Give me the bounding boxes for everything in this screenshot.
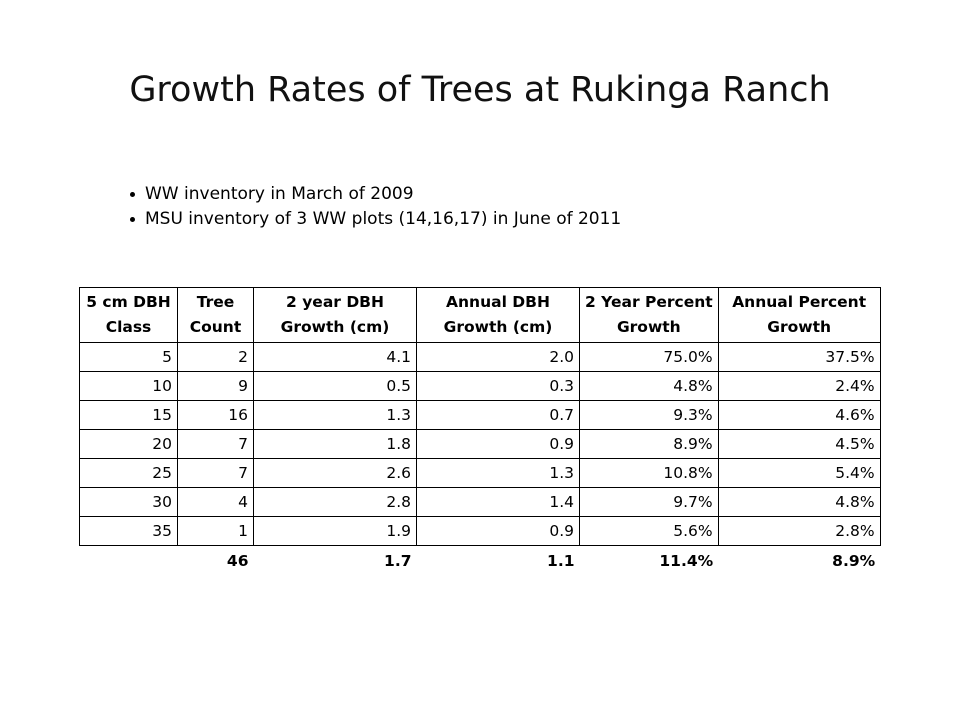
header-line: Annual Percent — [732, 293, 867, 311]
bullet-item: WW inventory in March of 2009 — [128, 182, 621, 207]
cell-2yr-dbh-growth: 4.1 — [253, 342, 417, 372]
header-line: Annual DBH — [446, 293, 550, 311]
cell-annual-percent-growth: 2.8% — [717, 516, 881, 546]
bullet-item: MSU inventory of 3 WW plots (14,16,17) i… — [128, 207, 621, 232]
table-row: 30 4 2.8 1.4 9.7% 4.8% — [79, 487, 881, 517]
cell-annual-percent-growth: 2.4% — [717, 371, 881, 401]
header-line: Class — [105, 318, 152, 336]
cell-annual-dbh-growth: 0.7 — [416, 400, 580, 430]
cell-tree-count: 7 — [177, 429, 254, 459]
cell-annual-dbh-growth: 0.9 — [416, 516, 580, 546]
total-annual-dbh-growth: 1.1 — [547, 552, 575, 570]
cell-annual-dbh-growth: 0.3 — [416, 371, 580, 401]
total-2yr-dbh-growth: 1.7 — [384, 552, 412, 570]
cell-annual-percent-growth: 5.4% — [717, 458, 881, 488]
cell-2yr-percent-growth: 4.8% — [579, 371, 719, 401]
cell-2yr-percent-growth: 9.3% — [579, 400, 719, 430]
table-row: 10 9 0.5 0.3 4.8% 2.4% — [79, 371, 881, 401]
cell-annual-dbh-growth: 1.3 — [416, 458, 580, 488]
cell-annual-dbh-growth: 2.0 — [416, 342, 580, 372]
table-header-row: 5 cm DBH Class Tree Count 2 year DBH Growth… — [79, 287, 881, 343]
cell-2yr-dbh-growth: 1.8 — [253, 429, 417, 459]
cell-2yr-percent-growth: 10.8% — [579, 458, 719, 488]
growth-rates-table: 5 cm DBH Class Tree Count 2 year DBH Growth… — [79, 287, 881, 576]
cell-dbh-class: 15 — [79, 400, 178, 430]
cell-tree-count: 7 — [177, 458, 254, 488]
total-dbh-class — [80, 546, 178, 577]
cell-dbh-class: 30 — [79, 487, 178, 517]
cell-annual-percent-growth: 4.5% — [717, 429, 881, 459]
bullet-list: WW inventory in March of 2009 MSU invent… — [128, 182, 621, 232]
header-line: Count — [189, 318, 242, 336]
total-tree-count: 46 — [226, 552, 249, 570]
header-line: 2 Year Percent — [585, 293, 713, 311]
cell-2yr-dbh-growth: 1.3 — [253, 400, 417, 430]
table-row: 5 2 4.1 2.0 75.0% 37.5% — [79, 342, 881, 372]
cell-annual-percent-growth: 4.8% — [717, 487, 881, 517]
header-line: Growth (cm) — [443, 318, 553, 336]
header-line: Tree — [196, 293, 235, 311]
header-line: Growth — [616, 318, 681, 336]
slide-title: Growth Rates of Trees at Rukinga Ranch — [129, 70, 831, 110]
header-line: 5 cm DBH — [86, 293, 171, 311]
cell-2yr-dbh-growth: 1.9 — [253, 516, 417, 546]
header-line: Growth (cm) — [280, 318, 390, 336]
cell-tree-count: 2 — [177, 342, 254, 372]
header-annual-percent-growth: Annual Percent Growth — [717, 287, 881, 343]
cell-2yr-percent-growth: 5.6% — [579, 516, 719, 546]
header-line: 2 year DBH — [286, 293, 384, 311]
cell-dbh-class: 10 — [79, 371, 178, 401]
total-annual-percent-growth: 8.9% — [832, 552, 876, 570]
header-tree-count: Tree Count — [177, 287, 254, 343]
header-2yr-percent-growth: 2 Year Percent Growth — [579, 287, 719, 343]
header-annual-dbh-growth: Annual DBH Growth (cm) — [416, 287, 580, 343]
totals-row: 46 1.7 1.1 11.4% 8.9% — [80, 546, 881, 577]
table-row: 15 16 1.3 0.7 9.3% 4.6% — [79, 400, 881, 430]
cell-2yr-dbh-growth: 2.8 — [253, 487, 417, 517]
cell-2yr-dbh-growth: 2.6 — [253, 458, 417, 488]
cell-annual-percent-growth: 4.6% — [717, 400, 881, 430]
table-row: 35 1 1.9 0.9 5.6% 2.8% — [79, 516, 881, 546]
cell-tree-count: 1 — [177, 516, 254, 546]
cell-annual-dbh-growth: 1.4 — [416, 487, 580, 517]
cell-2yr-dbh-growth: 0.5 — [253, 371, 417, 401]
cell-tree-count: 4 — [177, 487, 254, 517]
cell-2yr-percent-growth: 8.9% — [579, 429, 719, 459]
cell-2yr-percent-growth: 75.0% — [579, 342, 719, 372]
header-2yr-dbh-growth: 2 year DBH Growth (cm) — [253, 287, 417, 343]
cell-tree-count: 16 — [177, 400, 254, 430]
cell-dbh-class: 35 — [79, 516, 178, 546]
cell-2yr-percent-growth: 9.7% — [579, 487, 719, 517]
header-dbh-class: 5 cm DBH Class — [79, 287, 178, 343]
table-row: 20 7 1.8 0.9 8.9% 4.5% — [79, 429, 881, 459]
cell-annual-percent-growth: 37.5% — [717, 342, 881, 372]
cell-dbh-class: 25 — [79, 458, 178, 488]
total-2yr-percent-growth: 11.4% — [659, 552, 714, 570]
table-row: 25 7 2.6 1.3 10.8% 5.4% — [79, 458, 881, 488]
header-line: Growth — [767, 318, 832, 336]
cell-dbh-class: 20 — [79, 429, 178, 459]
cell-annual-dbh-growth: 0.9 — [416, 429, 580, 459]
cell-tree-count: 9 — [177, 371, 254, 401]
cell-dbh-class: 5 — [79, 342, 178, 372]
